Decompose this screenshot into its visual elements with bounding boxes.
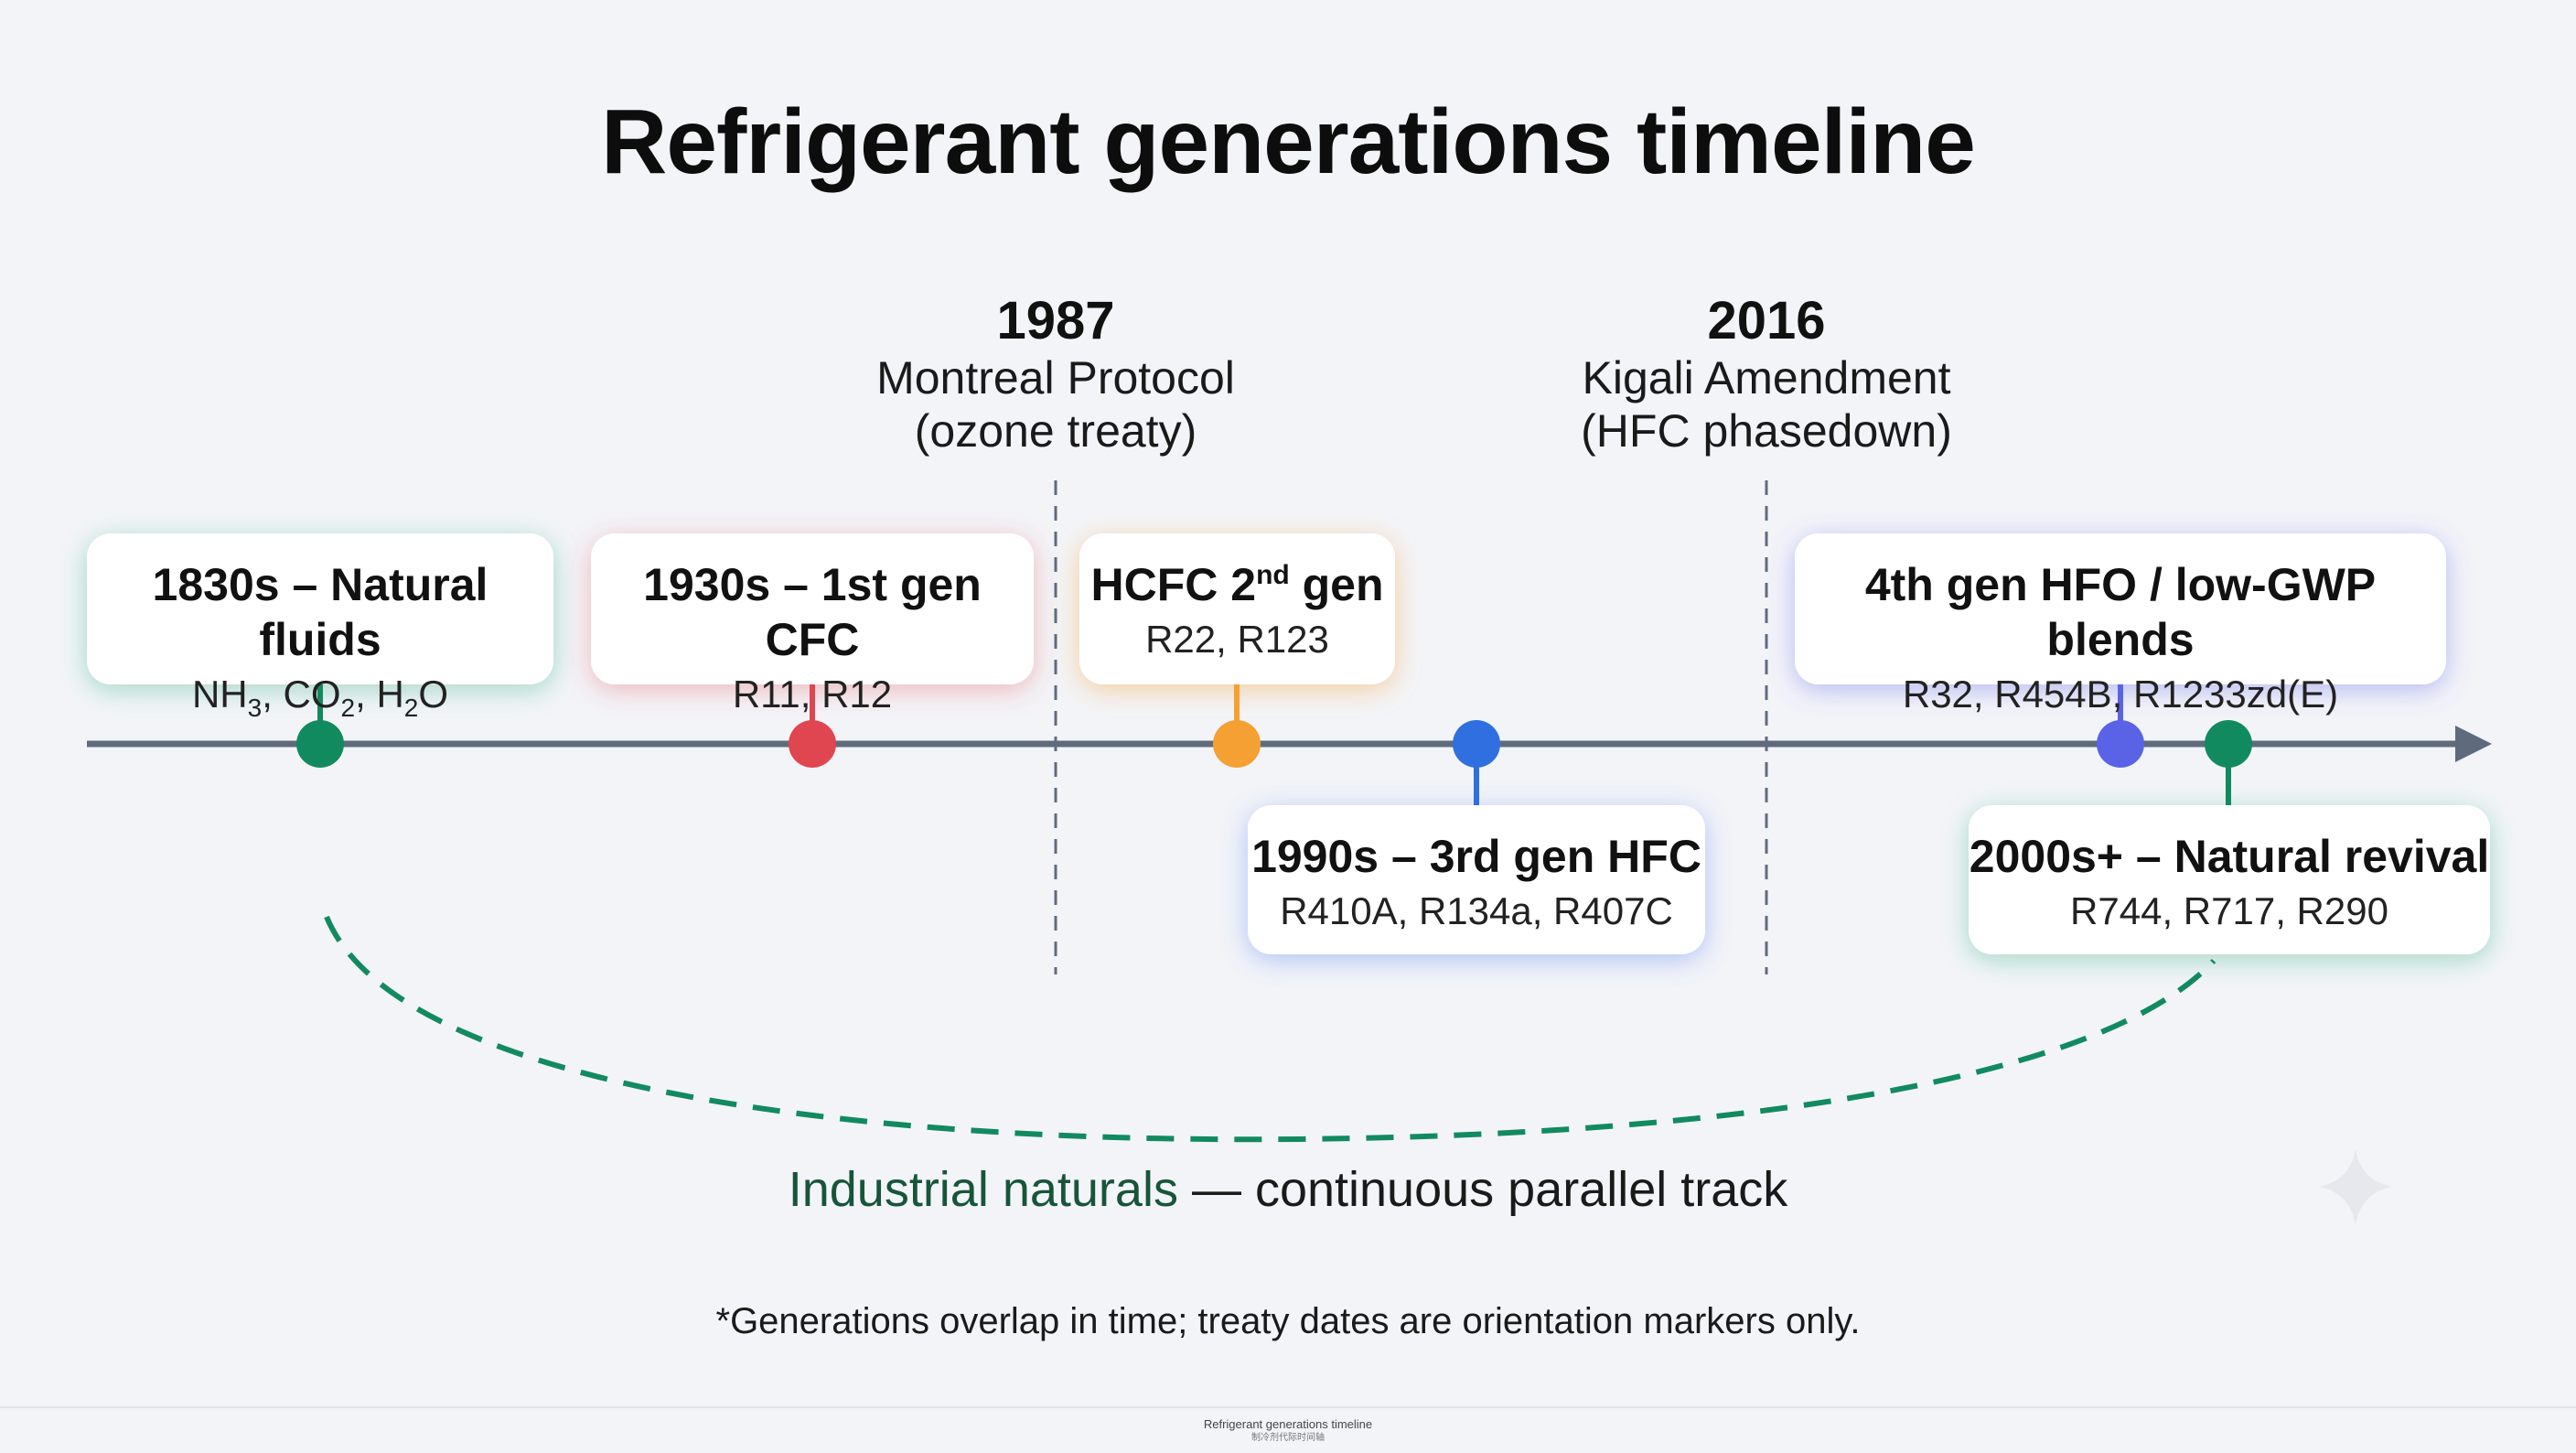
- marker-1st-gen-cfc: [789, 720, 836, 768]
- parallel-track-label: Industrial naturals — continuous paralle…: [0, 1157, 2576, 1222]
- treaty-label-montreal: 1987 Montreal Protocol (ozone treaty): [800, 291, 1312, 457]
- card-heading: 2000s+ – Natural revival: [1969, 831, 2490, 882]
- card-examples: R11, R12: [732, 673, 893, 716]
- treaty-year: 1987: [996, 291, 1115, 350]
- card-heading: 1830s – Natural fluids: [152, 559, 488, 665]
- treaty-name: Montreal Protocol: [876, 352, 1235, 404]
- marker-natural-revival: [2205, 720, 2252, 768]
- card-heading: 4th gen HFO / low-GWP blends: [1864, 559, 2377, 665]
- marker-hcfc-2nd-gen: [1213, 720, 1261, 768]
- footer-divider: [0, 1406, 2576, 1408]
- card-examples: R32, R454B, R1233zd(E): [1902, 673, 2339, 716]
- card-examples: R744, R717, R290: [2070, 889, 2388, 932]
- caption-line-1: Refrigerant generations timeline: [1203, 1417, 1373, 1431]
- parallel-track-description: — continuous parallel track: [1177, 1162, 1788, 1217]
- card-hcfc-2nd-gen: HCFC 2nd gen R22, R123: [1079, 533, 1395, 684]
- card-4th-gen-hfo: 4th gen HFO / low-GWP blends R32, R454B,…: [1795, 533, 2446, 716]
- card-heading: HCFC 2nd gen: [1090, 559, 1384, 610]
- caption-line-2: 制冷剂代际时间轴: [1251, 1433, 1325, 1443]
- card-examples: R410A, R134a, R407C: [1280, 889, 1673, 932]
- card-3rd-gen-hfc: 1990s – 3rd gen HFC R410A, R134a, R407C: [1248, 805, 1705, 954]
- footnote: *Generations overlap in time; treaty dat…: [715, 1301, 1861, 1341]
- treaty-note: (HFC phasedown): [1581, 405, 1952, 457]
- card-heading: 1990s – 3rd gen HFC: [1251, 831, 1701, 882]
- card-examples: NH3, CO2, H2O: [191, 673, 449, 722]
- marker-3rd-gen-hfc: [1453, 720, 1500, 768]
- marker-4th-gen-hfo: [2097, 720, 2144, 768]
- card-heading: 1930s – 1st gen CFC: [643, 559, 982, 665]
- sparkle-icon: [2319, 1148, 2392, 1226]
- card-examples: R22, R123: [1145, 618, 1329, 661]
- card-natural-fluids: 1830s – Natural fluids NH3, CO2, H2O: [87, 533, 553, 721]
- parallel-track-arc: [324, 915, 2216, 1143]
- treaty-note: (ozone treaty): [914, 405, 1197, 457]
- timeline-arrowhead: [2455, 726, 2492, 762]
- card-natural-revival: 2000s+ – Natural revival R744, R717, R29…: [1969, 805, 2490, 954]
- image-caption: Refrigerant generations timeline 制冷剂代际时间…: [0, 1417, 2576, 1445]
- page-title: Refrigerant generations timeline: [601, 91, 1976, 193]
- card-1st-gen-cfc: 1930s – 1st gen CFC R11, R12: [591, 533, 1034, 716]
- treaty-year: 2016: [1707, 291, 1826, 350]
- treaty-label-kigali: 2016 Kigali Amendment (HFC phasedown): [1510, 291, 2023, 457]
- marker-natural-fluids: [296, 720, 344, 768]
- treaty-name: Kigali Amendment: [1582, 352, 1951, 404]
- parallel-track-highlight: Industrial naturals: [788, 1162, 1178, 1217]
